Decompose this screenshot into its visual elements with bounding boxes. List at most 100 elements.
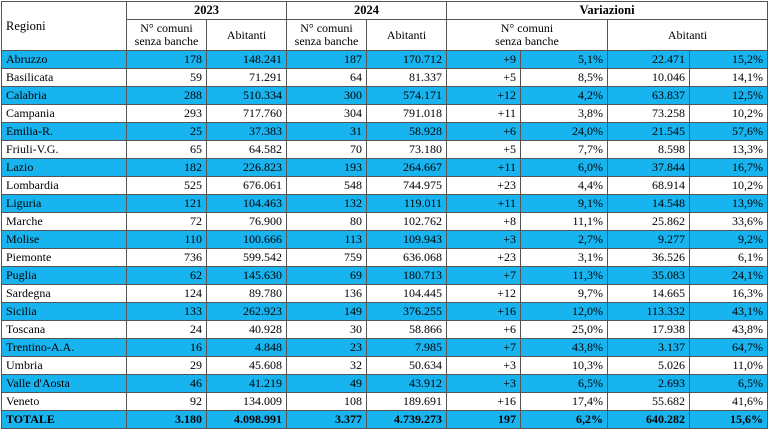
cell-comuni-2023: 24 [126,320,207,339]
cell-var-abitanti: 63.837 [607,86,690,105]
table-row: Calabria 288 510.334 300 574.171 +12 4,2% 63.83… [1,86,768,105]
cell-region: Valle d'Aosta [1,374,127,393]
cell-var-comuni: +6 [446,122,521,141]
cell-var-abitanti-pct: 24,1% [688,266,768,285]
cell-abitanti-2024: 58.866 [366,320,447,339]
cell-var-comuni-pct: 25,0% [520,320,608,339]
cell-var-comuni-pct: 3,8% [520,104,608,123]
cell-var-comuni: +11 [446,104,521,123]
cell-comuni-2023: 25 [126,122,207,141]
cell-var-comuni: +9 [446,50,521,69]
cell-abitanti-2024: 58.928 [366,122,447,141]
cell-var-comuni: +23 [446,176,521,195]
cell-var-abitanti-pct: 43,8% [688,320,768,339]
cell-var-comuni: +16 [446,392,521,411]
cell-var-abitanti: 5.026 [607,356,690,375]
cell-comuni-2023: 72 [126,212,207,231]
cell-comuni-2023: 92 [126,392,207,411]
cell-comuni-2024: 69 [286,266,367,285]
cell-region: Veneto [1,392,127,411]
table-body: Abruzzo 178 148.241 187 170.712 +9 5,1% 22.471 1… [1,50,768,411]
cell-abitanti-2024: 104.445 [366,284,447,303]
table-row: Marche 72 76.900 80 102.762 +8 11,1% 25.862 33,6… [1,212,768,231]
cell-comuni-2023: 288 [126,86,207,105]
cell-var-abitanti: 35.083 [607,266,690,285]
cell-var-abitanti: 9.277 [607,230,690,249]
cell-abitanti-2024: 109.943 [366,230,447,249]
cell-abitanti-2023: 4.848 [206,338,287,357]
cell-region: Lazio [1,158,127,177]
cell-comuni-2024: 187 [286,50,367,69]
table-row: Lombardia 525 676.061 548 744.975 +23 4,4% 68.9… [1,176,768,195]
column-header-comuni-2023: N° comuni senza banche [126,19,207,51]
cell-region: Sicilia [1,302,127,321]
cell-var-comuni-pct: 17,4% [520,392,608,411]
cell-abitanti-2024: 791.018 [366,104,447,123]
cell-abitanti-2023: 599.542 [206,248,287,267]
cell-var-comuni-pct: 4,2% [520,86,608,105]
column-header-2024: 2024 [286,1,447,20]
cell-var-comuni-pct: 10,3% [520,356,608,375]
column-header-regioni: Regioni [1,1,127,51]
cell-var-comuni-pct: 11,1% [520,212,608,231]
cell-comuni-2024: 31 [286,122,367,141]
cell-var-abitanti-pct: 64,7% [688,338,768,357]
table-row: Basilicata 59 71.291 64 81.337 +5 8,5% 10.046 14… [1,68,768,87]
cell-abitanti-2024: 119.011 [366,194,447,213]
cell-abitanti-2023: 41.219 [206,374,287,393]
cell-var-abitanti-pct: 57,6% [688,122,768,141]
cell-abitanti-2023: 40.928 [206,320,287,339]
cell-comuni-2024: 193 [286,158,367,177]
table-row: Liguria 121 104.463 132 119.011 +11 9,1% 14.548… [1,194,768,213]
column-header-variazioni: Variazioni [445,1,768,20]
cell-var-abitanti: 37.844 [607,158,690,177]
cell-var-abitanti-pct: 11,0% [688,356,768,375]
cell-var-abitanti: 14.665 [607,284,690,303]
cell-comuni-2023: 46 [126,374,207,393]
cell-var-comuni-pct: 6,5% [520,374,608,393]
cell-comuni-2024: 132 [286,194,367,213]
cell-region: Piemonte [1,248,127,267]
cell-abitanti-2024: 50.634 [366,356,447,375]
cell-abitanti-2023: 510.334 [206,86,287,105]
cell-var-comuni: +6 [446,320,521,339]
column-header-abitanti-2024: Abitanti [366,19,447,51]
cell-var-abitanti: 113.332 [607,302,690,321]
column-header-2023: 2023 [126,1,287,20]
cell-var-abitanti-pct: 13,3% [688,140,768,159]
total-var-abitanti: 640.282 [607,410,690,429]
cell-var-abitanti: 68.914 [607,176,690,195]
cell-abitanti-2024: 376.255 [366,302,447,321]
cell-region: Marche [1,212,127,231]
cell-var-comuni-pct: 2,7% [520,230,608,249]
cell-var-abitanti: 36.526 [607,248,690,267]
total-var-comuni: 197 [446,410,521,429]
cell-comuni-2023: 59 [126,68,207,87]
cell-comuni-2023: 133 [126,302,207,321]
column-header-comuni-2024: N° comuni senza banche [286,19,367,51]
cell-abitanti-2024: 574.171 [366,86,447,105]
cell-abitanti-2024: 81.337 [366,68,447,87]
cell-region: Umbria [1,356,127,375]
table-row: Toscana 24 40.928 30 58.866 +6 25,0% 17.938 43,8… [1,320,768,339]
cell-var-comuni: +7 [446,338,521,357]
cell-var-abitanti: 73.258 [607,104,690,123]
cell-var-abitanti: 22.471 [607,50,690,69]
cell-abitanti-2024: 102.762 [366,212,447,231]
cell-var-comuni-pct: 7,7% [520,140,608,159]
cell-comuni-2023: 62 [126,266,207,285]
cell-region: Friuli-V.G. [1,140,127,159]
cell-comuni-2024: 23 [286,338,367,357]
table-row: Veneto 92 134.009 108 189.691 +16 17,4% 55.682 4… [1,392,768,411]
cell-var-abitanti-pct: 13,9% [688,194,768,213]
cell-var-comuni: +3 [446,356,521,375]
cell-abitanti-2024: 43.912 [366,374,447,393]
cell-comuni-2024: 64 [286,68,367,87]
table-row: Sardegna 124 89.780 136 104.445 +12 9,7% 14.665… [1,284,768,303]
cell-comuni-2024: 548 [286,176,367,195]
cell-comuni-2024: 113 [286,230,367,249]
cell-comuni-2024: 759 [286,248,367,267]
cell-comuni-2023: 65 [126,140,207,159]
cell-abitanti-2023: 37.383 [206,122,287,141]
